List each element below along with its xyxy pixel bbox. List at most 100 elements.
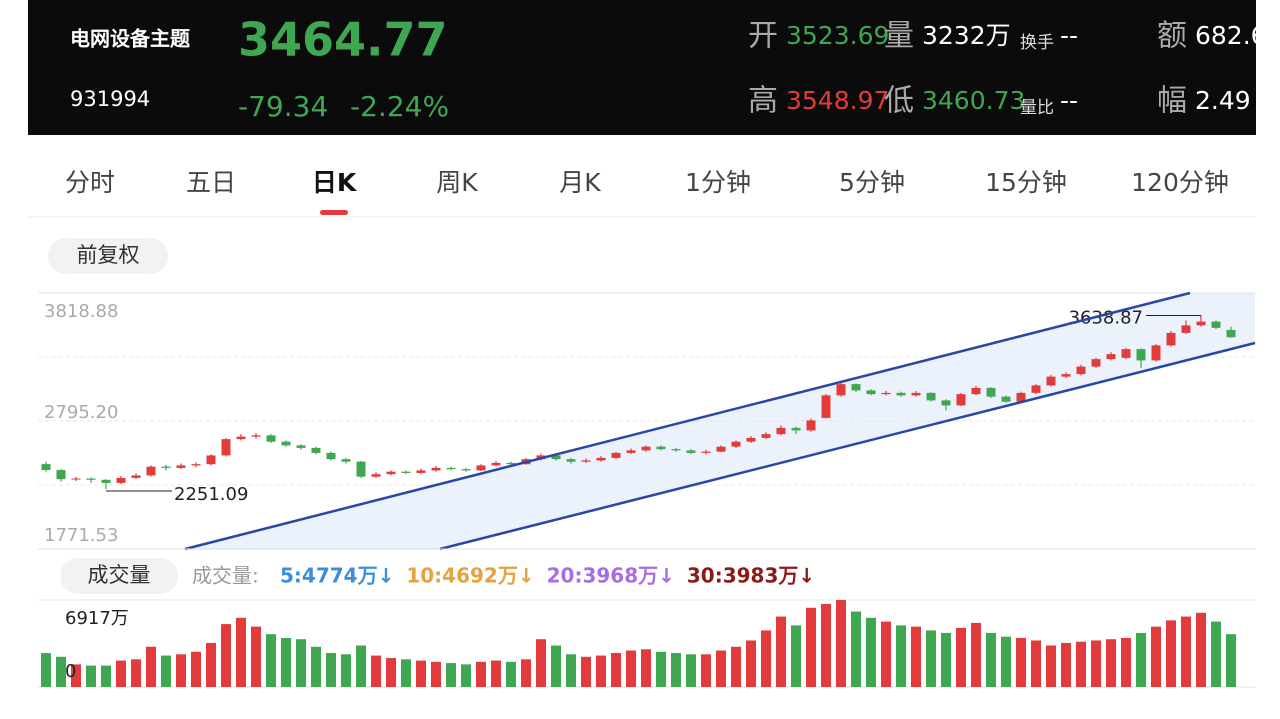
volume-bar [491, 660, 501, 687]
candle-body [191, 464, 201, 466]
volume-bar [146, 646, 156, 687]
volume-bar [1151, 626, 1161, 687]
channel-upper [184, 291, 1191, 551]
tab[interactable]: 5分钟 [839, 168, 905, 197]
price-chart: 3818.88 2795.20 1771.53 3638.87 2251.09 [38, 292, 1256, 550]
adjust-button[interactable] [48, 238, 168, 274]
volume-bar [446, 663, 456, 687]
volume-bar [371, 655, 381, 687]
volume-bar [1226, 634, 1236, 687]
tab[interactable]: 月K [559, 168, 601, 197]
volume-bar [56, 656, 66, 687]
stat-value: -- [1060, 86, 1078, 115]
volume-legend-label: 成交量: [192, 564, 259, 588]
stat-label: 换手 [1020, 33, 1054, 53]
volume-bar [1106, 639, 1116, 687]
volume-bar [731, 646, 741, 687]
volume-bar [1076, 641, 1086, 687]
volume-title[interactable]: 成交量 [88, 563, 151, 587]
candle-body [566, 459, 576, 462]
volume-bar [956, 627, 966, 687]
volume-bar [1166, 620, 1176, 687]
candle-body [776, 427, 786, 435]
volume-bar [431, 661, 441, 687]
volume-bar [386, 658, 396, 687]
candle-body [206, 455, 216, 465]
candle-body [236, 436, 246, 440]
tab[interactable]: 1分钟 [685, 168, 751, 197]
volume-bar [416, 660, 426, 687]
stat-value: 3548.97 [786, 86, 889, 115]
tab[interactable]: 周K [436, 168, 478, 197]
candle-body [176, 465, 186, 468]
volume-bar [251, 626, 261, 687]
candle-body [1136, 349, 1146, 361]
volume-bar [266, 634, 276, 687]
candle-body [101, 479, 111, 483]
candle-body [671, 449, 681, 451]
volume-bar [761, 630, 771, 687]
volume-bar [71, 664, 81, 687]
channel-lower [439, 341, 1256, 551]
volume-bar [1211, 621, 1221, 687]
volume-bar [971, 622, 981, 687]
volume-bar [746, 640, 756, 687]
candle-body [701, 451, 711, 453]
candle-body [1076, 366, 1086, 375]
tabs: 分时 五日 日K 周K 月K 1分钟 5分钟 15分钟 120分钟 [65, 168, 1229, 215]
volume-bar [896, 625, 906, 687]
tab[interactable]: 120分钟 [1131, 168, 1229, 197]
header-bg [28, 0, 1256, 135]
candle-body [761, 434, 771, 438]
volume-bar [1061, 642, 1071, 687]
ma-legend: 5:4774万↓ [280, 564, 394, 588]
candle-body [161, 466, 171, 468]
candle-body [866, 390, 876, 395]
volume-bar [101, 665, 111, 687]
volume-bar [176, 654, 186, 687]
stat-label: 量 [884, 19, 914, 54]
stat-label: 高 [748, 84, 778, 119]
volume-bar [641, 649, 651, 687]
volume-bar [821, 603, 831, 687]
volume-bar [1181, 616, 1191, 687]
candle-body [371, 474, 381, 477]
candle-body [341, 459, 351, 462]
candle-body [926, 392, 936, 401]
stat-label: 低 [884, 84, 914, 119]
volume-bar [776, 616, 786, 687]
candle-body [911, 392, 921, 396]
candle-body [1091, 359, 1101, 367]
candle-body [251, 435, 261, 437]
volume-bar [671, 653, 681, 687]
candle-body [1181, 325, 1191, 333]
tab[interactable]: 15分钟 [985, 168, 1067, 197]
volume-button[interactable] [60, 558, 178, 594]
volume-bar [551, 645, 561, 687]
volume-bar [1121, 637, 1131, 687]
volume-bar [986, 632, 996, 687]
candle-body [401, 471, 411, 473]
tab[interactable]: 日K [312, 168, 358, 197]
stat-value: 682.6 [1195, 21, 1267, 50]
volume-bar [86, 665, 96, 687]
candle-body [581, 460, 591, 462]
change: -79.34 [238, 90, 328, 123]
stat-value: 3523.69 [786, 21, 889, 50]
stock-code: 931994 [70, 87, 150, 111]
adjust-label[interactable]: 前复权 [77, 243, 140, 267]
candle-body [41, 464, 51, 471]
candle-body [506, 462, 516, 465]
candle-body [731, 441, 741, 447]
stat-value: 3232万 [922, 21, 1011, 50]
volume-bar [326, 653, 336, 687]
volume-bar [851, 611, 861, 687]
tab[interactable]: 分时 [65, 168, 115, 197]
volume-bar [236, 617, 246, 687]
tab[interactable]: 五日 [186, 168, 236, 197]
candle-body [626, 450, 636, 453]
y-tick-label: 1771.53 [44, 525, 118, 546]
candle-body [311, 447, 321, 453]
tab-indicator [320, 210, 348, 215]
volume-bar [221, 624, 231, 687]
